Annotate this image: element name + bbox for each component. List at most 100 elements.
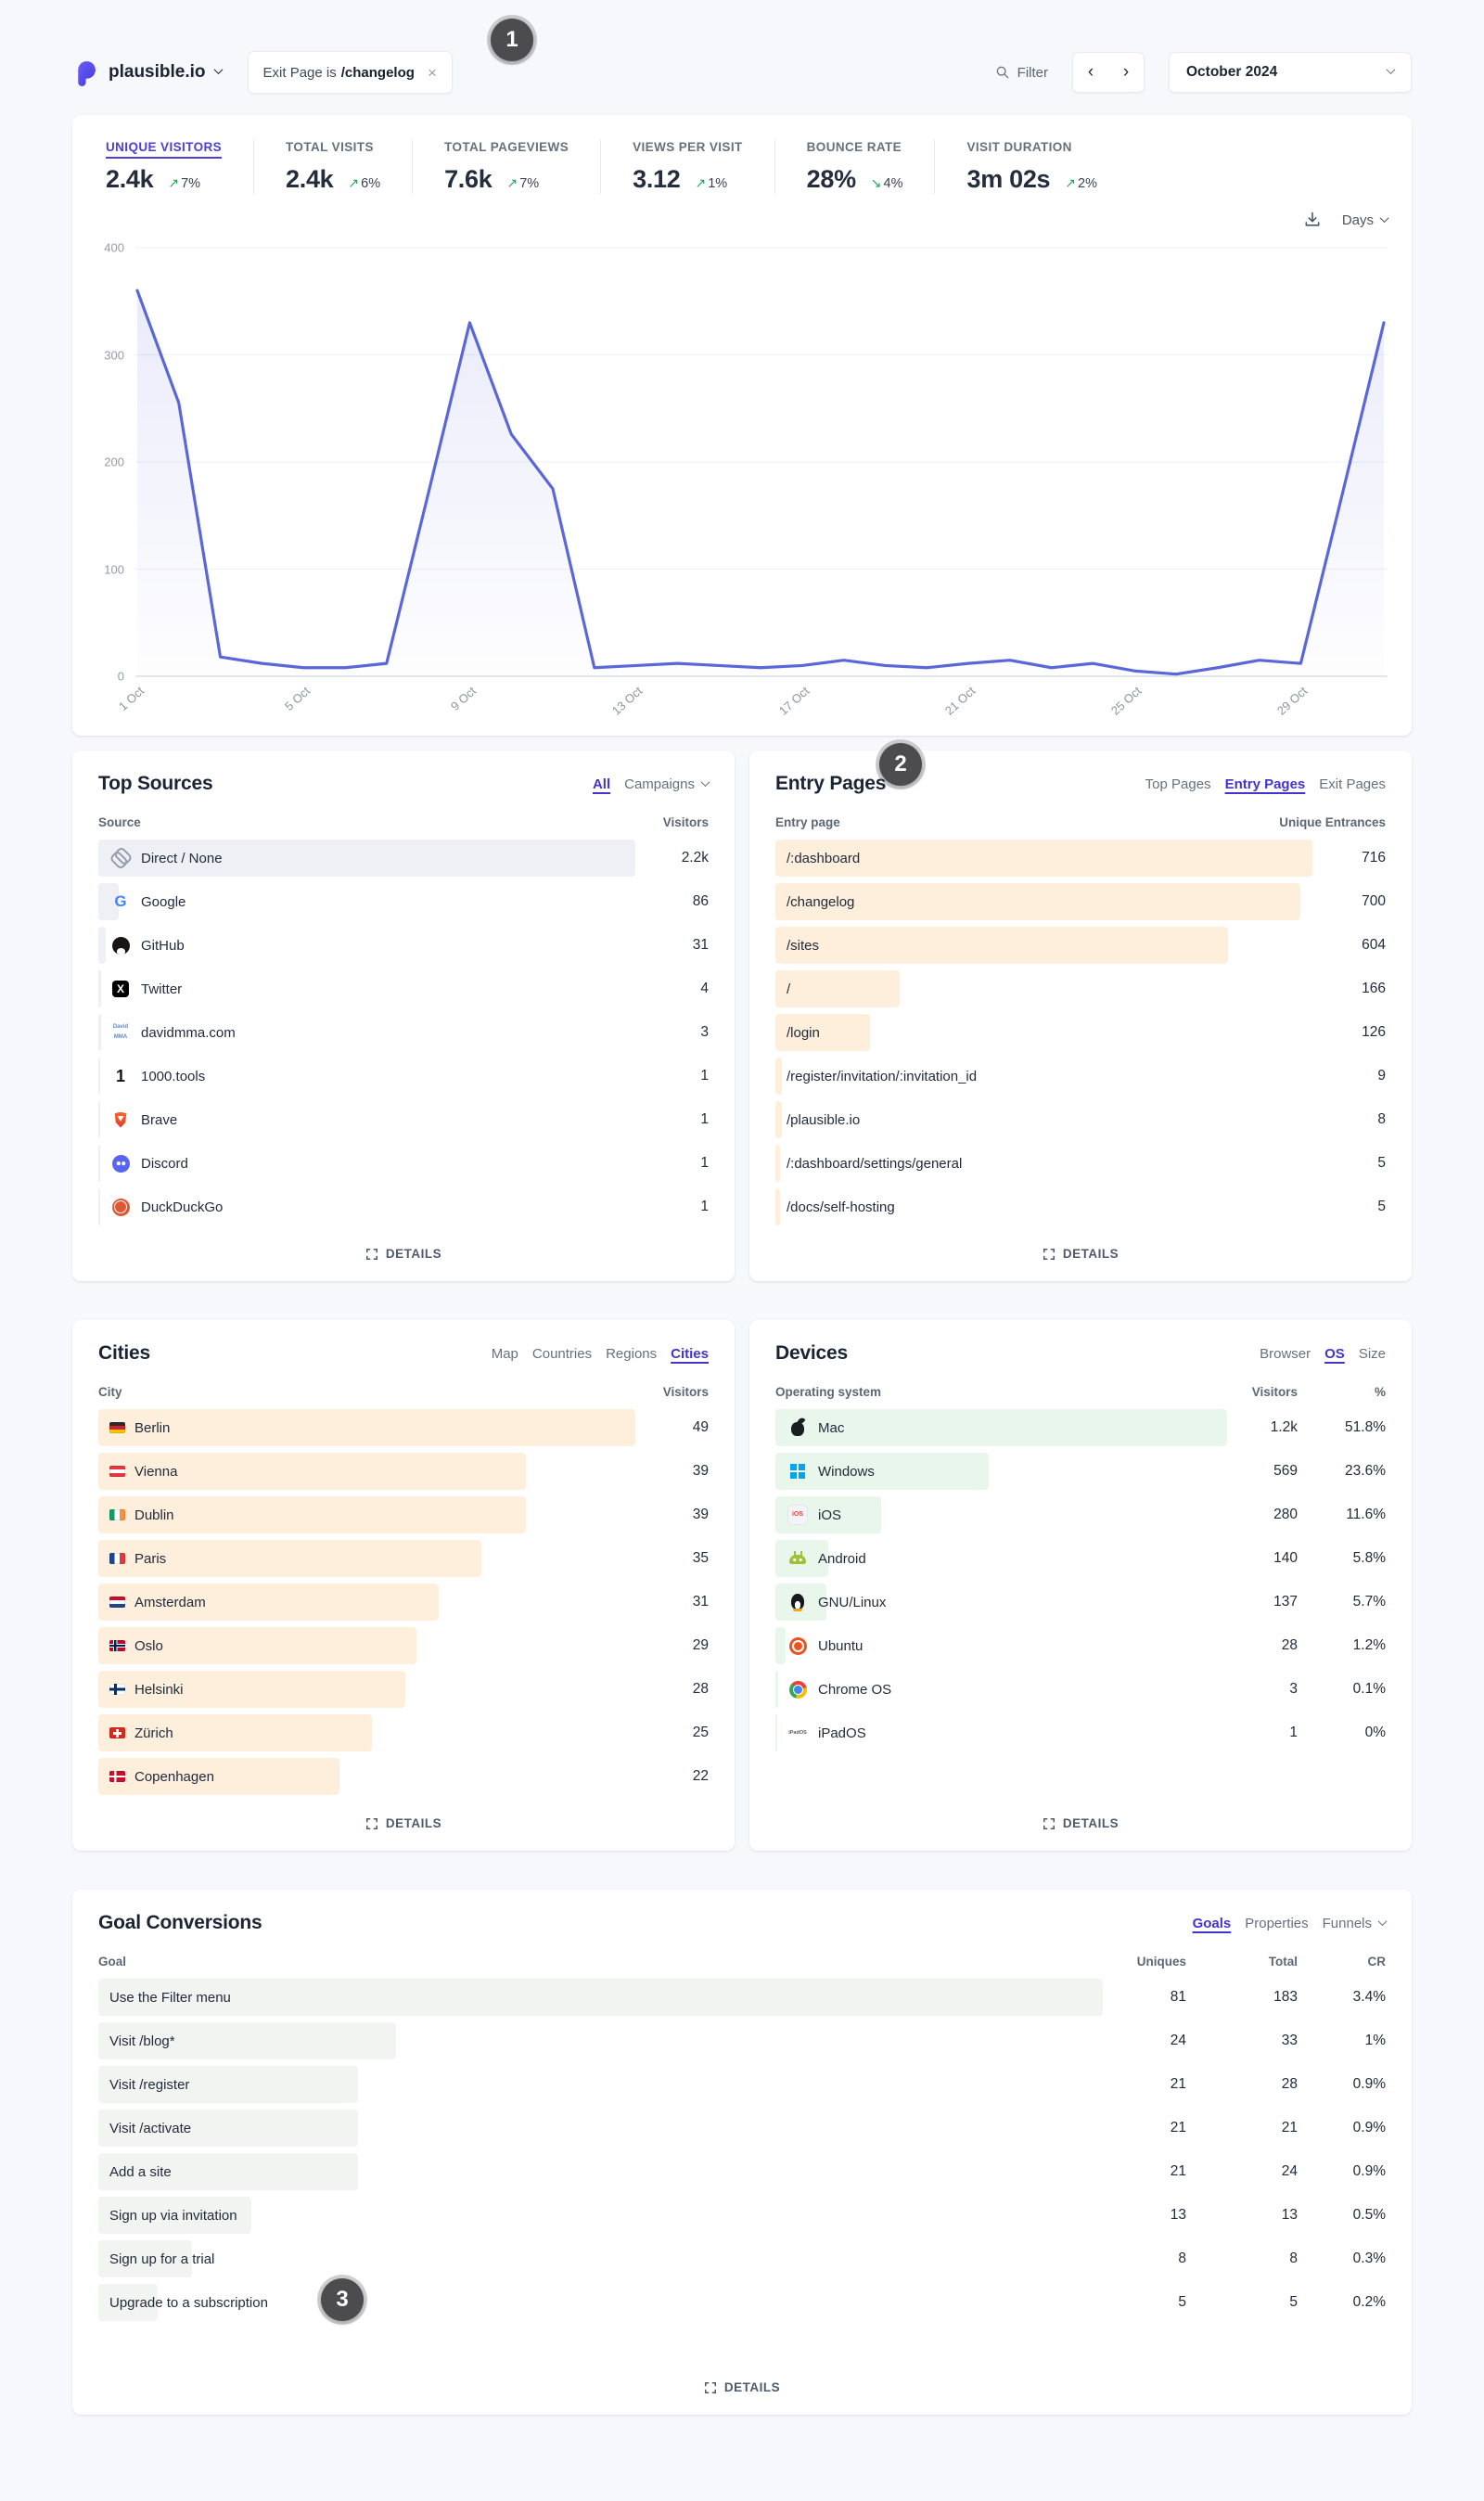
row-bar <box>775 840 1313 877</box>
interval-dropdown[interactable]: Days <box>1342 212 1389 228</box>
tab[interactable]: Entry Pages <box>1224 776 1306 792</box>
os-row[interactable]: Windows 569 23.6% <box>775 1453 1386 1490</box>
source-row[interactable]: Direct / None 2.2k <box>98 840 709 877</box>
city-row[interactable]: Amsterdam 31 <box>98 1584 709 1621</box>
country-flag-icon <box>109 1597 125 1608</box>
tab[interactable]: Top Pages <box>1145 776 1211 792</box>
row-bar <box>98 2066 359 2103</box>
chart-plot-area[interactable] <box>135 242 1388 678</box>
source-row[interactable]: 1000.tools 1 <box>98 1058 709 1095</box>
city-row[interactable]: Paris 35 <box>98 1540 709 1577</box>
details-button[interactable]: DETAILS <box>775 1238 1386 1264</box>
tab[interactable]: Size <box>1358 1345 1386 1362</box>
tab[interactable]: Map <box>491 1345 518 1362</box>
tab[interactable]: Campaigns <box>624 776 710 792</box>
stat-total-visits[interactable]: TOTAL VISITS 2.4k ↗ 6% <box>253 139 412 194</box>
entry-page-row[interactable]: /login 126 <box>775 1014 1386 1051</box>
details-button[interactable]: DETAILS <box>98 1807 709 1834</box>
goal-row[interactable]: Sign up via invitation 13 13 0.5% <box>98 2197 1386 2234</box>
row-label: /register/invitation/:invitation_id <box>787 1068 978 1084</box>
goal-row[interactable]: Use the Filter menu 81 183 3.4% <box>98 1979 1386 2016</box>
chevron-down-icon[interactable] <box>213 65 223 75</box>
trend-up-icon: ↗ <box>695 175 707 190</box>
tab[interactable]: Goals <box>1192 1915 1232 1931</box>
source-row[interactable]: Twitter 4 <box>98 970 709 1007</box>
city-row[interactable]: Dublin 39 <box>98 1496 709 1533</box>
row-bar <box>775 1671 779 1708</box>
details-button[interactable]: DETAILS <box>98 2371 1386 2398</box>
goal-row[interactable]: Visit /activate 21 21 0.9% <box>98 2110 1386 2147</box>
row-label: Berlin <box>134 1419 171 1436</box>
details-button[interactable]: DETAILS <box>98 1238 709 1264</box>
entry-page-row[interactable]: /:dashboard/settings/general 5 <box>775 1145 1386 1182</box>
city-row[interactable]: Berlin 49 <box>98 1409 709 1446</box>
entry-page-row[interactable]: /docs/self-hosting 5 <box>775 1188 1386 1225</box>
source-icon <box>109 978 132 1000</box>
os-row[interactable]: Mac 1.2k 51.8% <box>775 1409 1386 1446</box>
source-row[interactable]: GitHub 31 <box>98 927 709 964</box>
source-row[interactable]: DuckDuckGo 1 <box>98 1188 709 1225</box>
row-value: 22 <box>692 1768 709 1784</box>
stat-visit-duration[interactable]: VISIT DURATION 3m 02s ↗ 2% <box>934 139 1128 194</box>
tab[interactable]: Exit Pages <box>1319 776 1386 792</box>
goal-row[interactable]: Upgrade to a subscription 5 5 0.2% <box>98 2284 1386 2321</box>
tab[interactable]: Properties <box>1245 1915 1309 1931</box>
row-value: 9 <box>1377 1068 1386 1084</box>
source-row[interactable]: Discord 1 <box>98 1145 709 1182</box>
prev-period-button[interactable]: ‹ <box>1087 62 1094 82</box>
tab[interactable]: Browser <box>1260 1345 1311 1362</box>
os-row[interactable]: Android 140 5.8% <box>775 1540 1386 1577</box>
city-row[interactable]: Oslo 29 <box>98 1627 709 1664</box>
os-row[interactable]: GNU/Linux 137 5.7% <box>775 1584 1386 1621</box>
entry-page-row[interactable]: /:dashboard 716 <box>775 840 1386 877</box>
entry-page-row[interactable]: / 166 <box>775 970 1386 1007</box>
goal-conversions-panel: 3 Goal Conversions Goals Properties Funn… <box>72 1890 1412 2415</box>
goal-row[interactable]: Visit /blog* 24 33 1% <box>98 2022 1386 2059</box>
stat-unique-visitors[interactable]: UNIQUE VISITORS 2.4k ↗ 7% <box>106 140 223 193</box>
tab[interactable]: Countries <box>531 1345 593 1362</box>
source-row[interactable]: davidmma.com 3 <box>98 1014 709 1051</box>
tab[interactable]: Regions <box>606 1345 658 1362</box>
city-row[interactable]: Zürich 25 <box>98 1714 709 1751</box>
os-row[interactable]: Chrome OS 3 0.1% <box>775 1671 1386 1708</box>
site-name[interactable]: plausible.io <box>109 62 206 82</box>
os-row[interactable]: iOS 280 11.6% <box>775 1496 1386 1533</box>
goal-row[interactable]: Visit /register 21 28 0.9% <box>98 2066 1386 2103</box>
tab[interactable]: Funnels <box>1323 1916 1388 1931</box>
active-filter-chip[interactable]: Exit Page is /changelog × <box>247 51 453 94</box>
entry-page-row[interactable]: /plausible.io 8 <box>775 1101 1386 1138</box>
tab[interactable]: All <box>592 776 611 792</box>
download-icon[interactable] <box>1303 211 1322 229</box>
stat-total-pageviews[interactable]: TOTAL PAGEVIEWS 7.6k ↗ 7% <box>412 139 600 194</box>
tab[interactable]: OS <box>1324 1345 1345 1362</box>
row-cr: 0.2% <box>1352 2294 1386 2310</box>
row-bar <box>98 1409 636 1446</box>
row-bar <box>98 1584 439 1621</box>
filter-chip-text: Exit Page is <box>262 64 337 81</box>
row-bar <box>98 1188 100 1225</box>
city-row[interactable]: Copenhagen 22 <box>98 1758 709 1795</box>
date-range-picker[interactable]: October 2024 <box>1169 52 1412 93</box>
source-row[interactable]: Brave 1 <box>98 1101 709 1138</box>
panel-tabs: Goals Properties Funnels <box>1192 1915 1388 1931</box>
details-button[interactable]: DETAILS <box>775 1807 1386 1834</box>
entry-page-row[interactable]: /changelog 700 <box>775 883 1386 920</box>
goal-row[interactable]: Add a site 21 24 0.9% <box>98 2153 1386 2190</box>
city-row[interactable]: Helsinki 28 <box>98 1671 709 1708</box>
row-label: Helsinki <box>134 1681 184 1698</box>
os-row[interactable]: Ubuntu 28 1.2% <box>775 1627 1386 1664</box>
stat-views-per-visit[interactable]: VIEWS PER VISIT 3.12 ↗ 1% <box>600 139 774 194</box>
goal-row[interactable]: Sign up for a trial 8 8 0.3% <box>98 2240 1386 2277</box>
os-row[interactable]: iPadOS 1 0% <box>775 1714 1386 1751</box>
entry-page-row[interactable]: /register/invitation/:invitation_id 9 <box>775 1058 1386 1095</box>
next-period-button[interactable]: › <box>1122 62 1130 82</box>
row-bar <box>98 2197 252 2234</box>
stat-bounce-rate[interactable]: BOUNCE RATE 28% ↘ 4% <box>774 139 935 194</box>
city-row[interactable]: Vienna 39 <box>98 1453 709 1490</box>
tab[interactable]: Cities <box>671 1345 709 1362</box>
row-bar <box>98 1714 373 1751</box>
source-row[interactable]: Google 86 <box>98 883 709 920</box>
close-icon[interactable]: × <box>427 63 437 82</box>
entry-page-row[interactable]: /sites 604 <box>775 927 1386 964</box>
filter-button[interactable]: Filter <box>995 65 1048 81</box>
